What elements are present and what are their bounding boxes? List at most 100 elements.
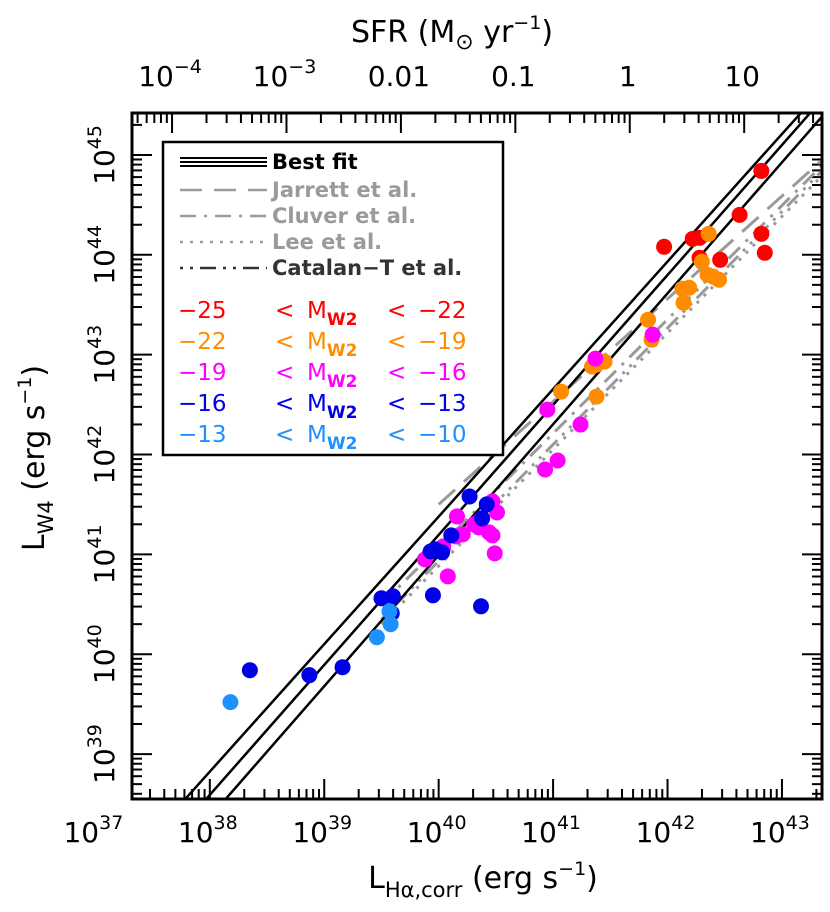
data-point [424,587,441,604]
data-point [241,662,258,679]
data-point [644,326,661,343]
y-tick-label: 1040 [84,624,121,684]
fit-line [204,113,812,799]
data-point [731,206,748,223]
x-tick-label: 1038 [178,812,238,849]
y-tick-label-exp: 40 [84,624,106,648]
legend-series-part: M [307,329,327,355]
x-tick-label: 1040 [407,812,467,849]
data-point [539,401,556,418]
y-tick-label: 1041 [84,524,121,584]
y-tick-label-base: 10 [88,149,121,185]
y-tick-label-exp: 39 [84,724,106,748]
legend-label-series: −22 < MW2 < −19 [178,329,467,361]
y-axis-title: LW4 (erg s−1) [14,365,58,551]
top-tick-label-exp: −4 [174,56,202,78]
x-tick-label-exp: 40 [442,812,466,834]
reference-line [380,173,822,626]
y-tick-label-base: 10 [88,249,121,285]
data-point [640,311,657,328]
fit-line [224,114,822,799]
legend-series-part: < [275,298,294,324]
legend-series-part: M [307,391,327,417]
top-tick-label: 0.1 [491,60,536,93]
y-tick-label-base: 10 [88,549,121,585]
plot-points [222,162,773,711]
legend-series-part: < [275,391,294,417]
data-point [753,162,770,179]
data-point [587,350,604,367]
legend-series-part: W2 [327,434,358,454]
data-point [588,388,605,405]
x-tick-label-base: 10 [178,816,214,849]
data-point [478,496,495,513]
legend-series-part: −16 [418,360,467,386]
data-point [753,225,770,242]
y-tick-label-exp: 41 [84,524,106,548]
data-point [553,383,570,400]
data-point [549,452,566,469]
legend-series-part: W2 [327,310,358,330]
x-tick-label-base: 10 [407,816,443,849]
y-tick-label: 1039 [84,724,121,784]
x-tick-label: 1042 [636,812,696,849]
fit-line [183,113,803,799]
data-point [368,629,385,646]
data-point [434,544,451,561]
x-tick-label: 1041 [521,812,581,849]
x-tick-label-exp: 37 [99,812,123,834]
x-tick-label-base: 10 [750,816,786,849]
data-point [712,251,729,268]
legend-series-part: < [387,422,406,448]
axis-ticks [132,113,822,799]
y-tick-label-exp: 45 [84,125,106,149]
data-point [681,279,698,296]
legend-series-part: −22 [418,298,467,324]
x-tick-label-exp: 39 [328,812,352,834]
data-point [381,603,398,620]
legend-series-part: M [307,360,327,386]
legend-label-reference: Cluver et al. [272,204,416,228]
x-tick-label-exp: 41 [557,812,581,834]
legend-series-part: < [275,422,294,448]
legend: Best fit Jarrett et al.Cluver et al.Lee e… [161,140,505,457]
data-point [382,616,399,633]
top-tick-label: 10−4 [138,56,202,93]
legend-label-series: −19 < MW2 < −16 [178,360,467,392]
legend-label-reference: Jarrett et al. [270,178,417,202]
x-tick-label-base: 10 [521,816,557,849]
legend-series-part: −13 [418,391,467,417]
top-axis-title: SFR (M⊙ yr−1) [351,12,553,55]
data-point [656,238,673,255]
y-tick-label-exp: 42 [84,425,106,449]
data-point [443,527,460,544]
x-tick-label-exp: 43 [786,812,810,834]
legend-label-series: −25 < MW2 < −22 [178,298,467,330]
legend-series-part: −16 [178,391,227,417]
data-point [537,461,554,478]
legend-series-part: < [387,360,406,386]
legend-series-part: < [387,329,406,355]
top-tick-label-base: 10 [253,60,289,93]
y-tick-label: 1045 [84,125,121,185]
legend-series-part: −22 [178,329,227,355]
x-tick-label-base: 10 [63,816,99,849]
legend-label-best-fit: Best fit [272,150,358,174]
legend-series-part: −13 [178,422,227,448]
legend-label-series: −16 < MW2 < −13 [178,391,467,423]
legend-series-part: M [307,298,327,324]
y-tick-label-base: 10 [88,349,121,385]
x-axis-title: LHα,corr (erg s−1) [368,858,598,902]
legend-series-part: < [275,360,294,386]
legend-label-series: −13 < MW2 < −10 [178,422,467,454]
y-tick-label: 1044 [84,225,121,285]
top-tick-label: 1 [619,60,637,93]
data-point [474,510,491,527]
x-tick-label: 1039 [292,812,352,849]
data-point [675,294,692,311]
x-tick-label-base: 10 [636,816,672,849]
legend-series-part: < [275,329,294,355]
data-point [301,667,318,684]
